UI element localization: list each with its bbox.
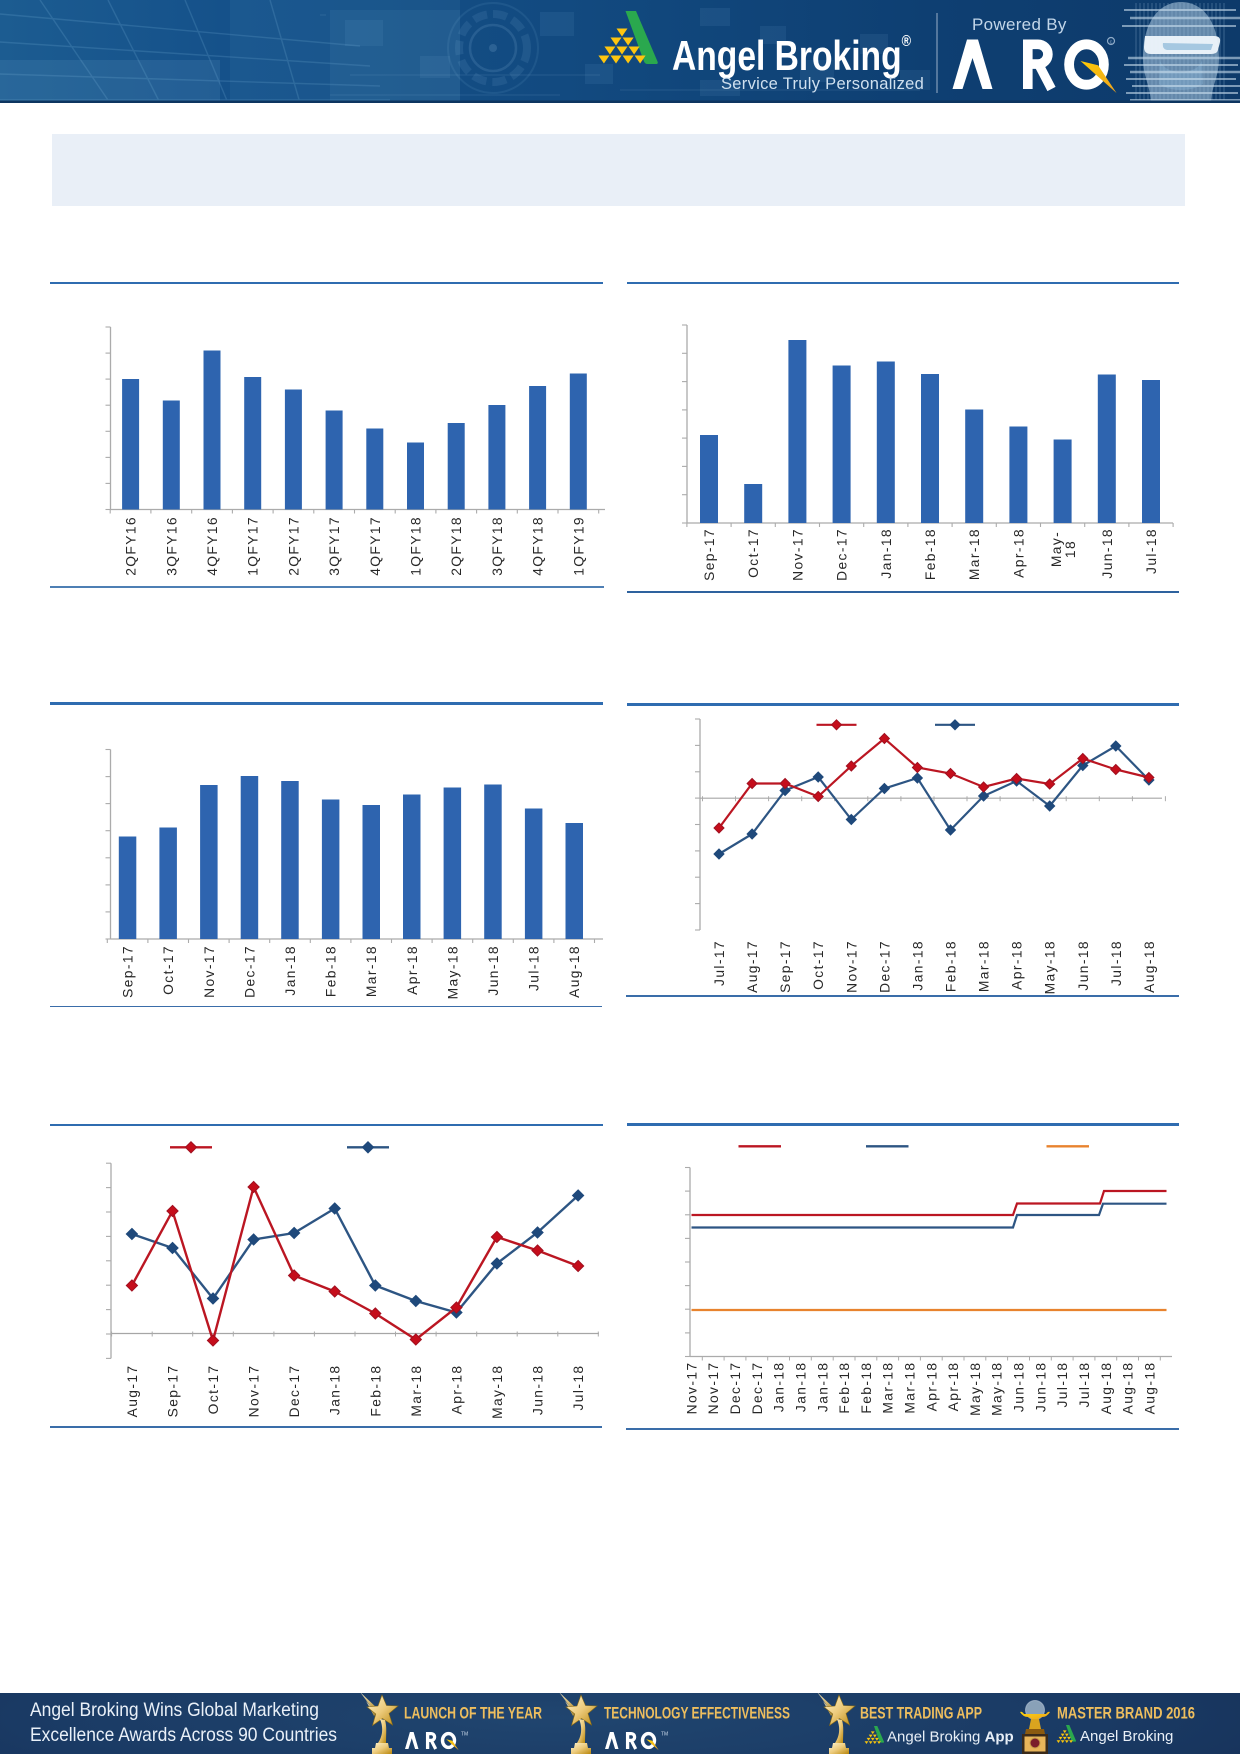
- svg-text:Mar-18: Mar-18: [967, 528, 982, 580]
- svg-text:BEST TRADING APP: BEST TRADING APP: [860, 1704, 982, 1723]
- svg-text:Nov-17: Nov-17: [202, 945, 217, 998]
- svg-text:Nov-17: Nov-17: [706, 1362, 721, 1415]
- svg-text:May-18: May-18: [968, 1362, 983, 1416]
- svg-text:Aug-17: Aug-17: [125, 1365, 140, 1418]
- svg-text:Jul-18: Jul-18: [1109, 940, 1124, 986]
- svg-text:Jun-18: Jun-18: [1076, 940, 1091, 991]
- svg-text:Angel Broking App: Angel Broking App: [887, 1729, 1014, 1746]
- svg-text:Dec-17: Dec-17: [835, 528, 850, 581]
- svg-text:Oct-17: Oct-17: [746, 528, 761, 578]
- svg-text:Feb-18: Feb-18: [923, 528, 938, 580]
- svg-text:Oct-17: Oct-17: [206, 1365, 221, 1415]
- svg-text:Jan-18: Jan-18: [772, 1362, 787, 1413]
- svg-text:Dec-17: Dec-17: [287, 1365, 302, 1418]
- svg-text:2QFY16: 2QFY16: [124, 516, 139, 576]
- svg-text:Jul-18: Jul-18: [1055, 1362, 1070, 1408]
- svg-text:Aug-18: Aug-18: [1121, 1362, 1136, 1415]
- svg-text:Apr-18: Apr-18: [405, 945, 420, 995]
- svg-text:TECHNOLOGY EFFECTIVENESS: TECHNOLOGY EFFECTIVENESS: [604, 1704, 790, 1723]
- svg-text:Feb-18: Feb-18: [368, 1365, 383, 1417]
- svg-text:Feb-18: Feb-18: [837, 1362, 852, 1414]
- svg-text:Jun-18: Jun-18: [1033, 1362, 1048, 1413]
- svg-text:Feb-18: Feb-18: [944, 940, 959, 992]
- svg-text:Jun-18: Jun-18: [531, 1365, 546, 1416]
- svg-text:Jun-18: Jun-18: [486, 945, 501, 996]
- svg-text:Mar-18: Mar-18: [409, 1365, 424, 1417]
- svg-text:Aug-18: Aug-18: [1142, 1362, 1157, 1415]
- svg-text:Jun-18: Jun-18: [1100, 528, 1115, 579]
- svg-text:TM: TM: [461, 1732, 468, 1738]
- svg-text:Nov-17: Nov-17: [684, 1362, 699, 1415]
- svg-text:Mar-18: Mar-18: [364, 945, 379, 997]
- svg-text:Sep-17: Sep-17: [778, 940, 793, 993]
- svg-text:Dec-17: Dec-17: [750, 1362, 765, 1415]
- svg-text:May-18: May-18: [490, 1365, 505, 1419]
- svg-text:Jul-17: Jul-17: [712, 940, 727, 986]
- svg-text:4QFY16: 4QFY16: [205, 516, 220, 576]
- svg-text:May-18: May-18: [445, 945, 460, 999]
- svg-text:2QFY18: 2QFY18: [449, 516, 464, 576]
- svg-text:Mar-18: Mar-18: [881, 1362, 896, 1414]
- svg-text:Aug-18: Aug-18: [1142, 940, 1157, 993]
- svg-text:Apr-18: Apr-18: [946, 1362, 961, 1412]
- svg-text:Oct-17: Oct-17: [811, 940, 826, 990]
- svg-text:4QFY17: 4QFY17: [368, 516, 383, 576]
- svg-text:Apr-18: Apr-18: [924, 1362, 939, 1412]
- svg-text:Angel Broking: Angel Broking: [1080, 1728, 1173, 1745]
- svg-text:18: 18: [1063, 540, 1078, 558]
- svg-text:Jul-18: Jul-18: [1144, 528, 1159, 574]
- svg-text:Aug-18: Aug-18: [567, 945, 582, 998]
- svg-text:Jan-18: Jan-18: [815, 1362, 830, 1413]
- svg-text:c: c: [1110, 40, 1113, 46]
- svg-text:May-: May-: [1049, 531, 1064, 567]
- svg-text:2QFY17: 2QFY17: [286, 516, 301, 576]
- svg-text:Sep-17: Sep-17: [702, 528, 717, 581]
- svg-text:Mar-18: Mar-18: [977, 940, 992, 992]
- svg-text:Aug-18: Aug-18: [1099, 1362, 1114, 1415]
- svg-text:Oct-17: Oct-17: [161, 945, 176, 995]
- svg-text:Sep-17: Sep-17: [121, 945, 136, 998]
- svg-text:Apr-18: Apr-18: [1011, 528, 1026, 578]
- svg-text:Jan-18: Jan-18: [283, 945, 298, 996]
- svg-text:Dec-17: Dec-17: [728, 1362, 743, 1415]
- svg-text:1QFY19: 1QFY19: [571, 516, 586, 576]
- svg-text:Sep-17: Sep-17: [166, 1365, 181, 1418]
- svg-text:1QFY17: 1QFY17: [246, 516, 261, 576]
- svg-text:Aug-17: Aug-17: [745, 940, 760, 993]
- svg-text:Jan-18: Jan-18: [328, 1365, 343, 1416]
- svg-text:Jan-18: Jan-18: [879, 528, 894, 579]
- svg-text:Feb-18: Feb-18: [859, 1362, 874, 1414]
- svg-text:3QFY18: 3QFY18: [490, 516, 505, 576]
- svg-text:Angel Broking Wins Global Mark: Angel Broking Wins Global Marketing: [30, 1699, 319, 1721]
- svg-text:Jul-18: Jul-18: [1077, 1362, 1092, 1408]
- svg-text:Nov-17: Nov-17: [790, 528, 805, 581]
- svg-text:May-18: May-18: [1043, 940, 1058, 994]
- svg-text:4QFY18: 4QFY18: [531, 516, 546, 576]
- svg-text:Nov-17: Nov-17: [844, 940, 859, 993]
- svg-text:LAUNCH OF THE YEAR: LAUNCH OF THE YEAR: [404, 1704, 542, 1723]
- svg-text:3QFY17: 3QFY17: [327, 516, 342, 576]
- svg-text:Jun-18: Jun-18: [1012, 1362, 1027, 1413]
- svg-text:1QFY18: 1QFY18: [409, 516, 424, 576]
- svg-text:Dec-17: Dec-17: [877, 940, 892, 993]
- svg-text:TM: TM: [661, 1732, 668, 1738]
- svg-text:Nov-17: Nov-17: [247, 1365, 262, 1418]
- svg-text:Excellence Awards Across 90 Co: Excellence Awards Across 90 Countries: [30, 1724, 337, 1746]
- svg-text:May-18: May-18: [990, 1362, 1005, 1416]
- svg-text:Dec-17: Dec-17: [242, 945, 257, 998]
- svg-text:Feb-18: Feb-18: [324, 945, 339, 997]
- svg-text:Apr-18: Apr-18: [449, 1365, 464, 1415]
- svg-text:3QFY16: 3QFY16: [164, 516, 179, 576]
- svg-text:Mar-18: Mar-18: [903, 1362, 918, 1414]
- svg-text:MASTER BRAND 2016: MASTER BRAND 2016: [1057, 1704, 1195, 1723]
- svg-text:Jul-18: Jul-18: [527, 945, 542, 991]
- svg-text:Jul-18: Jul-18: [571, 1365, 586, 1411]
- svg-text:Apr-18: Apr-18: [1010, 940, 1025, 990]
- svg-text:Jan-18: Jan-18: [910, 940, 925, 991]
- svg-text:Jan-18: Jan-18: [793, 1362, 808, 1413]
